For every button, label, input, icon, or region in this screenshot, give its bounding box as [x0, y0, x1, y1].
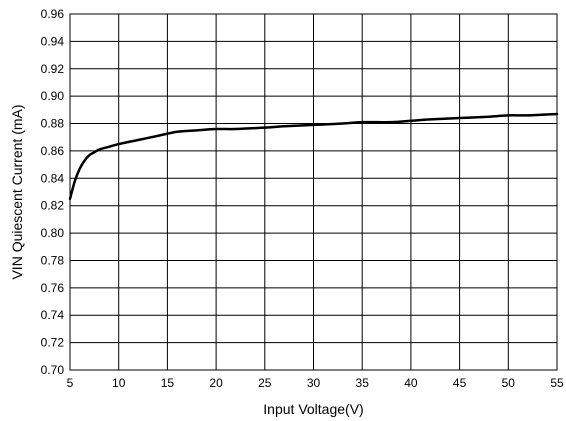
y-tick-label: 0.96: [41, 7, 65, 21]
x-axis-title: Input Voltage(V): [263, 401, 363, 417]
x-tick-label: 15: [161, 376, 175, 390]
y-tick-label: 0.86: [41, 144, 65, 158]
series-group: [68, 112, 559, 201]
x-tick-label: 10: [112, 376, 126, 390]
x-tick-label: 35: [356, 376, 370, 390]
x-tick-label: 5: [67, 376, 74, 390]
x-tick-label: 45: [453, 376, 467, 390]
x-tick-label: 30: [307, 376, 321, 390]
x-tick-label: 55: [550, 376, 564, 390]
y-tick-label: 0.94: [41, 34, 65, 48]
y-tick-labels: 0.70 0.72 0.74 0.76 0.78 0.80 0.82 0.84 0.86 0.88…: [41, 7, 65, 377]
x-tick-label: 25: [258, 376, 272, 390]
y-tick-label: 0.78: [41, 253, 65, 267]
y-tick-label: 0.88: [41, 117, 65, 131]
x-tick-label: 20: [209, 376, 223, 390]
y-tick-label: 0.80: [41, 226, 65, 240]
x-tick-labels: 5 10 15 20 25 30 35 40 45 50 55: [67, 376, 564, 390]
y-tick-label: 0.82: [41, 199, 65, 213]
x-tick-label: 40: [404, 376, 418, 390]
plot-frame: [69, 13, 558, 371]
y-tick-label: 0.76: [41, 281, 65, 295]
y-axis-title: VIN Quiescent Current (mA): [9, 104, 25, 279]
y-tick-label: 0.70: [41, 363, 65, 377]
y-tick-label: 0.74: [41, 308, 65, 322]
y-tick-label: 0.90: [41, 89, 65, 103]
y-tick-label: 0.92: [41, 62, 65, 76]
x-tick-label: 50: [502, 376, 516, 390]
series-line: [68, 112, 559, 201]
y-tick-label: 0.72: [41, 336, 65, 350]
y-tick-label: 0.84: [41, 171, 65, 185]
